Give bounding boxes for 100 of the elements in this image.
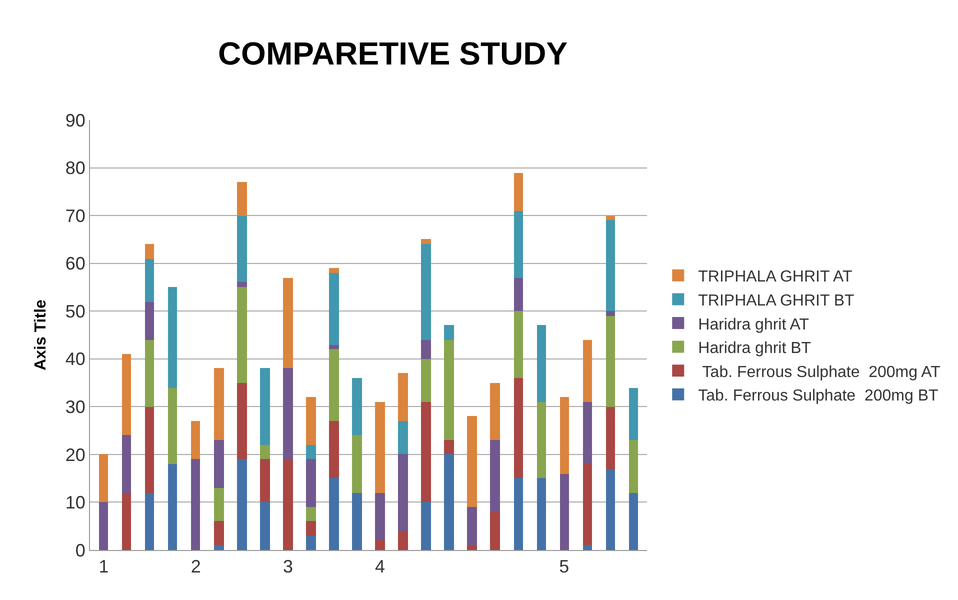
bar	[145, 244, 154, 259]
bar	[214, 440, 224, 488]
y-tick-label: 40	[65, 349, 86, 370]
bar	[537, 325, 546, 402]
bar	[145, 407, 154, 493]
bar	[375, 402, 385, 493]
bar	[214, 368, 224, 440]
bar	[237, 182, 247, 216]
bar	[306, 445, 316, 459]
bar	[260, 368, 270, 445]
y-tick-label: 90	[65, 110, 86, 130]
bar	[606, 216, 615, 220]
bar	[398, 454, 408, 531]
bar	[514, 378, 523, 478]
bar	[537, 402, 546, 478]
bar	[145, 302, 154, 340]
bar	[145, 493, 154, 550]
bar	[329, 349, 339, 421]
bar	[583, 402, 592, 464]
y-tick-label: 70	[65, 206, 86, 226]
legend-label: Tab. Ferrous Sulphate 200mg AT	[698, 364, 941, 381]
bar	[421, 359, 431, 402]
bar	[329, 421, 339, 478]
bar	[606, 316, 615, 407]
legend-label: Tab. Ferrous Sulphate 200mg BT	[698, 388, 938, 405]
bar	[606, 220, 615, 311]
bar	[237, 287, 247, 383]
bar	[421, 340, 431, 359]
bar	[421, 502, 431, 550]
bar	[145, 259, 154, 302]
bar	[629, 388, 638, 440]
bar	[606, 407, 615, 469]
bar	[329, 268, 339, 273]
bar	[583, 464, 592, 545]
y-tick-label: 30	[65, 396, 86, 417]
bar	[606, 469, 615, 550]
bar	[191, 421, 200, 459]
bar	[398, 531, 408, 550]
bar	[421, 402, 431, 502]
bar	[122, 435, 131, 493]
bar	[283, 459, 293, 550]
bar	[490, 440, 500, 512]
y-tick-label: 0	[75, 540, 86, 560]
bar	[214, 545, 224, 550]
bar	[514, 311, 523, 378]
legend-label: Haridra ghrit BT	[698, 340, 812, 358]
bar	[329, 345, 339, 349]
bar	[490, 512, 500, 550]
bar	[260, 445, 270, 459]
bar	[514, 478, 523, 550]
bar	[398, 421, 408, 454]
bar	[421, 244, 431, 340]
legend-label: TRIPHALA GHRIT BT	[698, 292, 855, 310]
bar	[490, 383, 500, 440]
bar	[606, 311, 615, 316]
bar	[629, 493, 638, 550]
y-tick-label: 50	[65, 301, 86, 322]
x-tick-label: 5	[559, 556, 570, 577]
bar	[306, 521, 316, 536]
bar	[214, 521, 224, 545]
bar	[306, 459, 316, 507]
bar	[398, 373, 408, 421]
bar	[514, 278, 523, 311]
y-axis-title: Axis Title	[32, 299, 50, 370]
bar	[283, 368, 293, 459]
bar	[444, 340, 454, 440]
bar	[467, 545, 477, 550]
bar	[168, 464, 177, 550]
x-tick-label: 3	[282, 556, 293, 577]
bar	[237, 216, 247, 282]
bar	[306, 397, 316, 445]
bar	[214, 488, 224, 521]
bar	[444, 454, 454, 550]
bar	[122, 493, 131, 550]
x-tick-label: 4	[375, 556, 386, 577]
bar	[237, 383, 247, 459]
y-tick-label: 10	[65, 492, 86, 513]
bar	[168, 287, 177, 388]
y-tick-label: 20	[65, 444, 86, 465]
bar	[514, 173, 523, 211]
bar	[237, 282, 247, 287]
bar	[560, 397, 569, 474]
bar	[329, 273, 339, 345]
bar	[237, 459, 247, 550]
y-tick-label: 80	[65, 158, 86, 178]
legend-label: Haridra ghrit AT	[698, 316, 810, 334]
bar	[560, 474, 569, 550]
bar	[260, 459, 270, 502]
chart-title: COMPARETIVE STUDY	[218, 35, 568, 72]
bar	[375, 540, 385, 550]
bar	[260, 502, 270, 550]
bar	[329, 478, 339, 550]
bar	[375, 493, 385, 540]
bar	[444, 440, 454, 454]
bar	[583, 545, 592, 550]
x-tick-label: 1	[98, 556, 109, 577]
bar	[537, 478, 546, 550]
bar	[444, 325, 454, 340]
bar	[421, 239, 431, 244]
bar	[283, 278, 293, 368]
